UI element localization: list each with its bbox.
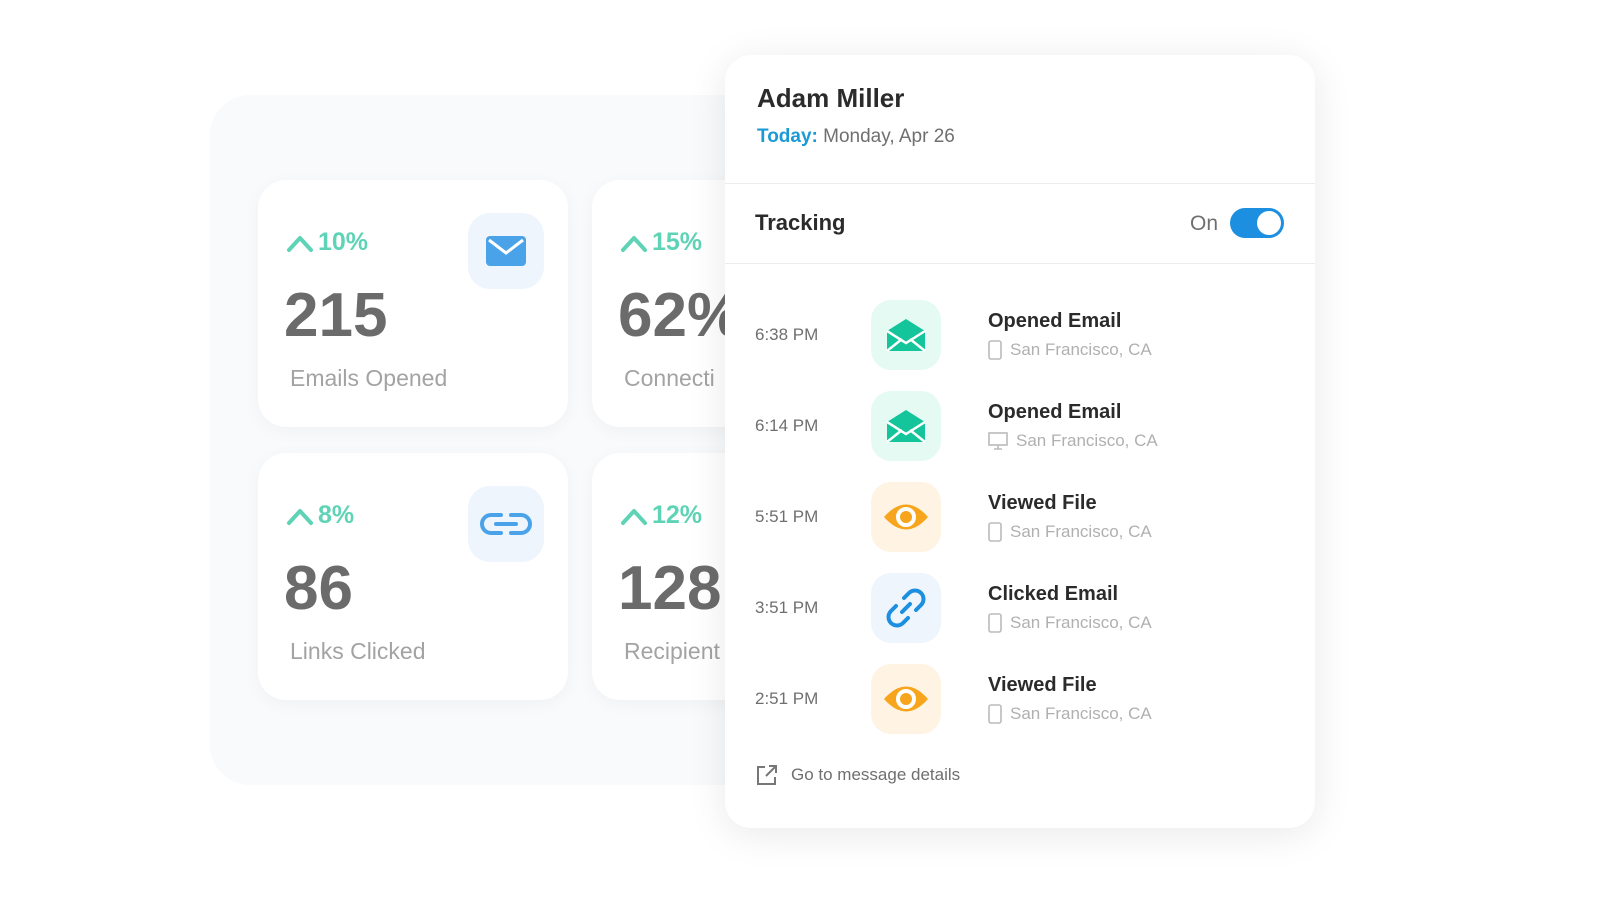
event-location: San Francisco, CA: [988, 613, 1152, 633]
change-text: 15%: [652, 228, 703, 256]
event-icon: [871, 391, 941, 461]
event-action: Viewed File: [988, 674, 1097, 696]
event-time: 6:14 PM: [755, 416, 819, 435]
change: 12%: [620, 501, 702, 530]
event-time: 5:51 PM: [755, 507, 819, 526]
stat-card: 10% 215 Emails Opened: [258, 180, 568, 427]
event-location: San Francisco, CA: [988, 522, 1152, 542]
location-text: San Francisco, CA: [1010, 522, 1152, 541]
today-line: Today: Monday, Apr 26: [757, 126, 955, 148]
tracking-label: Tracking: [755, 210, 846, 235]
location-text: San Francisco, CA: [1010, 340, 1152, 359]
stat-value: 215: [284, 281, 388, 350]
event-icon: [871, 300, 941, 370]
location-text: San Francisco, CA: [1010, 613, 1152, 632]
stat-label: Emails Opened: [290, 365, 448, 391]
change-text: 10%: [318, 228, 369, 256]
change: 15%: [620, 228, 702, 257]
location-text: San Francisco, CA: [1016, 431, 1158, 450]
stat-label: Connecti: [624, 365, 715, 391]
icon: [468, 486, 544, 562]
event-location: San Francisco, CA: [988, 340, 1152, 360]
event-icon: [871, 482, 941, 552]
divider: [725, 183, 1315, 184]
event-location: San Francisco, CA: [988, 431, 1158, 451]
toggle[interactable]: [1230, 208, 1284, 238]
stat-label: Recipient: [624, 638, 720, 664]
stat-label: Links Clicked: [290, 638, 426, 664]
stat-value: 86: [284, 554, 353, 623]
event-icon: [871, 664, 941, 734]
event-action: Viewed File: [988, 492, 1097, 514]
details-link[interactable]: Go to message details: [755, 763, 960, 787]
stat-value: 62%: [618, 281, 743, 350]
change: 10%: [286, 228, 368, 257]
change-text: 8%: [318, 501, 355, 529]
change-text: 12%: [652, 501, 703, 529]
location-text: San Francisco, CA: [1010, 704, 1152, 723]
date: Monday, Apr 26: [823, 126, 955, 147]
event-location: San Francisco, CA: [988, 704, 1152, 724]
event-time: 3:51 PM: [755, 598, 819, 617]
event-action: Opened Email: [988, 401, 1122, 423]
icon: [468, 213, 544, 289]
tracking-panel: Adam Miller Today: Monday, Apr 26 Tracki…: [725, 55, 1315, 828]
today-label: Today:: [757, 126, 818, 147]
event-time: 2:51 PM: [755, 689, 819, 708]
event-action: Clicked Email: [988, 583, 1119, 605]
toggle-label: On: [1190, 212, 1219, 235]
link-text[interactable]: Go to message details: [791, 765, 961, 784]
event-icon: [871, 573, 941, 643]
contact-name: Adam Miller: [757, 83, 905, 113]
change: 8%: [286, 501, 354, 530]
divider: [725, 263, 1315, 264]
event-time: 6:38 PM: [755, 325, 819, 344]
event-action: Opened Email: [988, 310, 1122, 332]
stat-value: 128: [618, 554, 722, 623]
stat-card: 8% 86 Links Clicked: [258, 453, 568, 700]
